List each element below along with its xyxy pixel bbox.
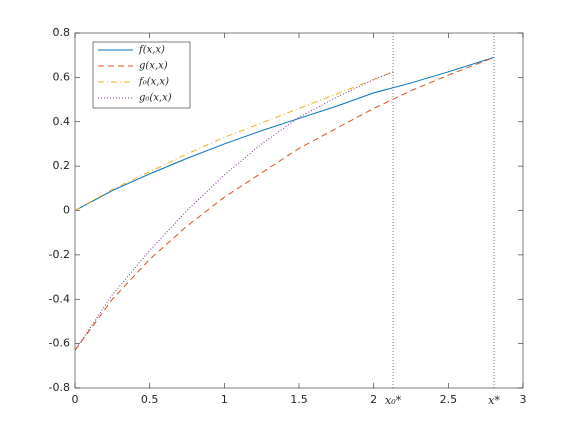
legend-box: [92, 41, 191, 109]
series-line: [74, 71, 394, 211]
y-tick-label: 0.4: [53, 115, 71, 128]
x-tick-label: 3: [520, 393, 527, 406]
legend-label: f₀(x,x): [138, 77, 169, 88]
y-tick-label: 0: [63, 204, 70, 217]
x-tick-label: 0.5: [141, 393, 159, 406]
legend-label: g(x,x): [139, 61, 168, 72]
marker-label: x*: [488, 394, 500, 407]
x-tick-label: 1: [221, 393, 228, 406]
legend-label: f(x,x): [138, 45, 165, 56]
y-tick-label: -0.6: [49, 337, 70, 350]
x-tick-label: 2: [370, 393, 377, 406]
x-tick-label: 2.5: [440, 393, 458, 406]
series-line: [74, 56, 495, 211]
x-tick-label: 0: [72, 393, 79, 406]
legend-label: g₀(x,x): [139, 93, 172, 104]
y-tick-label: -0.2: [49, 248, 70, 261]
x-tick-label: 1.5: [290, 393, 308, 406]
y-tick-label: 0.6: [53, 70, 71, 83]
legend: f(x,x) g(x,x) f₀(x,x) g₀(x,x): [92, 41, 191, 109]
y-tick-label: 0.8: [53, 26, 71, 39]
marker-label: x₀*: [385, 394, 402, 407]
series-line: [74, 71, 394, 351]
y-tick-label: -0.4: [49, 292, 70, 305]
y-tick-label: 0.2: [53, 159, 71, 172]
series-line: [74, 56, 495, 351]
y-tick-label: -0.8: [49, 381, 70, 394]
